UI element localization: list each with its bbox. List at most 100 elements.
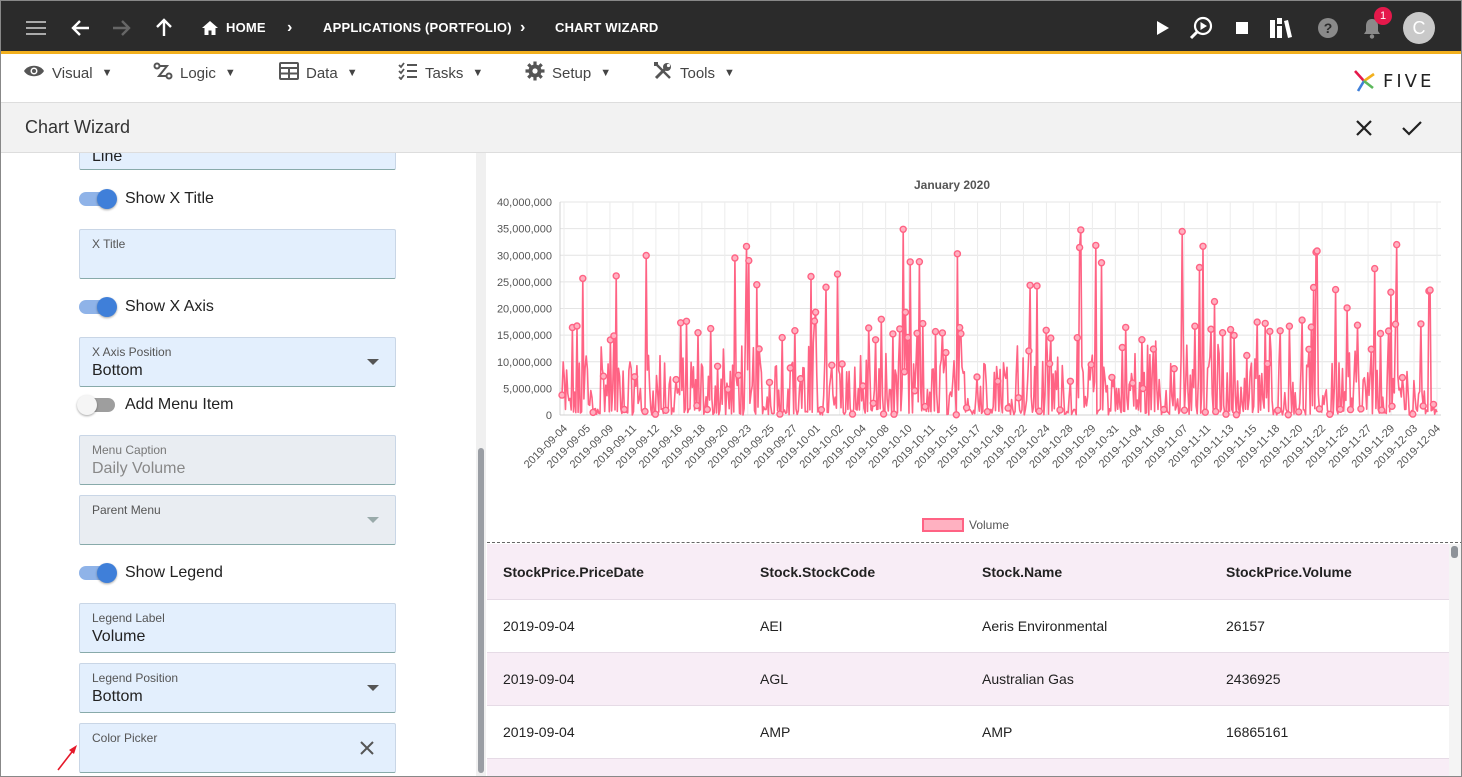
- table-row[interactable]: 2019-09-04 AEI Aeris Environmental 26157: [487, 600, 1449, 653]
- menu-visual-label: Visual: [52, 64, 93, 82]
- volume-series-point: [1170, 364, 1178, 373]
- chart-type-value: Line: [92, 153, 123, 165]
- volume-series-point: [1207, 325, 1215, 333]
- volume-series-point: [1035, 407, 1043, 415]
- volume-series-point: [1232, 411, 1241, 419]
- volume-series-point: [900, 368, 909, 376]
- volume-series-point: [1218, 328, 1227, 337]
- up-arrow-icon[interactable]: [149, 1, 179, 54]
- volume-series-point: [1180, 406, 1189, 414]
- show-x-title-toggle[interactable]: [79, 189, 117, 209]
- cell-price-date: 2019-09-04: [503, 671, 575, 687]
- show-x-axis-toggle[interactable]: [79, 297, 117, 317]
- library-books-icon[interactable]: [1267, 1, 1295, 54]
- breadcrumb-home[interactable]: HOME: [226, 20, 266, 35]
- volume-series-point: [1243, 351, 1251, 360]
- column-header-stock-name[interactable]: Stock.Name: [982, 563, 1063, 580]
- volume-series-point: [889, 330, 897, 338]
- menu-setup[interactable]: Setup ▼: [525, 61, 611, 85]
- cell-stock-code: AGL: [760, 671, 789, 687]
- column-header-price-date[interactable]: StockPrice.PriceDate: [503, 563, 644, 580]
- volume-series-point: [753, 280, 761, 289]
- back-arrow-icon[interactable]: [66, 1, 96, 54]
- five-logo: FIVE: [1351, 68, 1434, 94]
- menu-tasks[interactable]: Tasks ▼: [398, 62, 483, 84]
- legend-position-select[interactable]: Legend Position Bottom: [79, 663, 396, 713]
- logic-flow-icon: [153, 62, 173, 84]
- debug-run-icon[interactable]: [1187, 1, 1215, 54]
- volume-series-point: [1357, 405, 1365, 413]
- volume-series-point: [915, 257, 924, 266]
- volume-series-point: [942, 348, 950, 357]
- y-tick-label: 5,000,000: [503, 383, 552, 395]
- save-button[interactable]: [1397, 113, 1427, 143]
- table-row[interactable]: [487, 759, 1449, 776]
- top-bar: HOME › APPLICATIONS (PORTFOLIO) › CHART …: [1, 1, 1461, 54]
- table-scrollbar-thumb[interactable]: [1451, 546, 1458, 558]
- breadcrumb-applications[interactable]: APPLICATIONS (PORTFOLIO): [323, 20, 512, 35]
- close-icon: [1356, 120, 1372, 136]
- chart-settings-form: Line Show X Title X Title Show X Axis X …: [1, 153, 475, 776]
- volume-series-point: [1398, 373, 1407, 382]
- form-scrollbar[interactable]: [476, 153, 486, 776]
- legend-label-field[interactable]: Legend Label Volume: [79, 603, 396, 653]
- volume-series-point: [952, 411, 960, 419]
- forward-arrow-icon[interactable]: [106, 1, 136, 54]
- volume-series-point: [906, 258, 914, 266]
- x-title-field[interactable]: X Title: [79, 229, 396, 279]
- volume-series-point: [651, 410, 660, 418]
- table-scrollbar[interactable]: [1449, 544, 1461, 776]
- menu-visual[interactable]: Visual ▼: [23, 62, 112, 84]
- column-header-volume[interactable]: StockPrice.Volume: [1226, 563, 1352, 580]
- help-icon[interactable]: ?: [1315, 1, 1341, 54]
- volume-series-point: [1266, 327, 1274, 336]
- notification-count-badge[interactable]: 1: [1374, 7, 1392, 25]
- chart-legend[interactable]: Volume: [922, 518, 1009, 532]
- chart-type-field[interactable]: Line: [79, 153, 396, 170]
- gear-icon: [525, 61, 545, 85]
- volume-series-point: [1026, 281, 1034, 290]
- hamburger-menu-icon[interactable]: [21, 1, 51, 54]
- home-icon[interactable]: [199, 1, 221, 54]
- menu-logic[interactable]: Logic ▼: [153, 62, 236, 84]
- volume-series-point: [1253, 318, 1261, 326]
- form-scrollbar-thumb[interactable]: [478, 448, 484, 773]
- menu-tools[interactable]: Tools ▼: [653, 62, 735, 84]
- menu-data[interactable]: Data ▼: [279, 62, 358, 84]
- table-row[interactable]: 2019-09-04 AGL Australian Gas 2436925: [487, 653, 1449, 706]
- volume-series-point: [731, 254, 739, 262]
- volume-series-point: [1045, 360, 1054, 368]
- menu-tools-label: Tools: [680, 64, 716, 82]
- volume-series-point: [833, 270, 842, 278]
- show-legend-toggle[interactable]: [79, 563, 117, 583]
- cancel-button[interactable]: [1349, 113, 1379, 143]
- legend-position-value: Bottom: [92, 688, 143, 705]
- volume-series-point: [859, 382, 867, 390]
- volume-series-point: [599, 372, 608, 380]
- user-avatar[interactable]: C: [1403, 12, 1435, 44]
- stop-icon[interactable]: [1231, 1, 1253, 54]
- legend-label-value: Volume: [92, 628, 146, 645]
- play-icon[interactable]: [1151, 1, 1175, 54]
- volume-series-point: [911, 387, 919, 395]
- column-header-stock-code[interactable]: Stock.StockCode: [760, 563, 876, 580]
- volume-series-point: [1075, 243, 1084, 252]
- x-axis: 2019-09-042019-09-052019-09-092019-09-11…: [522, 423, 1443, 471]
- clear-color-button[interactable]: [359, 740, 375, 761]
- panel-divider[interactable]: [487, 542, 1461, 543]
- chart-title: January 2020: [914, 178, 990, 192]
- y-tick-label: 30,000,000: [497, 250, 552, 262]
- y-tick-label: 15,000,000: [497, 330, 552, 342]
- volume-series-point: [1419, 402, 1427, 410]
- table-row[interactable]: 2019-09-04 AMP AMP 16865161: [487, 706, 1449, 759]
- menu-logic-label: Logic: [180, 64, 216, 82]
- color-picker-field[interactable]: Color Picker: [79, 723, 396, 773]
- menu-caption-label: Menu Caption: [92, 443, 167, 457]
- volume-series-point: [962, 404, 971, 412]
- add-menu-item-toggle[interactable]: [77, 395, 115, 415]
- x-axis-position-select[interactable]: X Axis Position Bottom: [79, 337, 396, 387]
- volume-series-point: [1087, 360, 1095, 369]
- volume-series-point: [1122, 323, 1130, 332]
- volume-series-point: [776, 410, 784, 418]
- volume-series-point: [724, 385, 732, 394]
